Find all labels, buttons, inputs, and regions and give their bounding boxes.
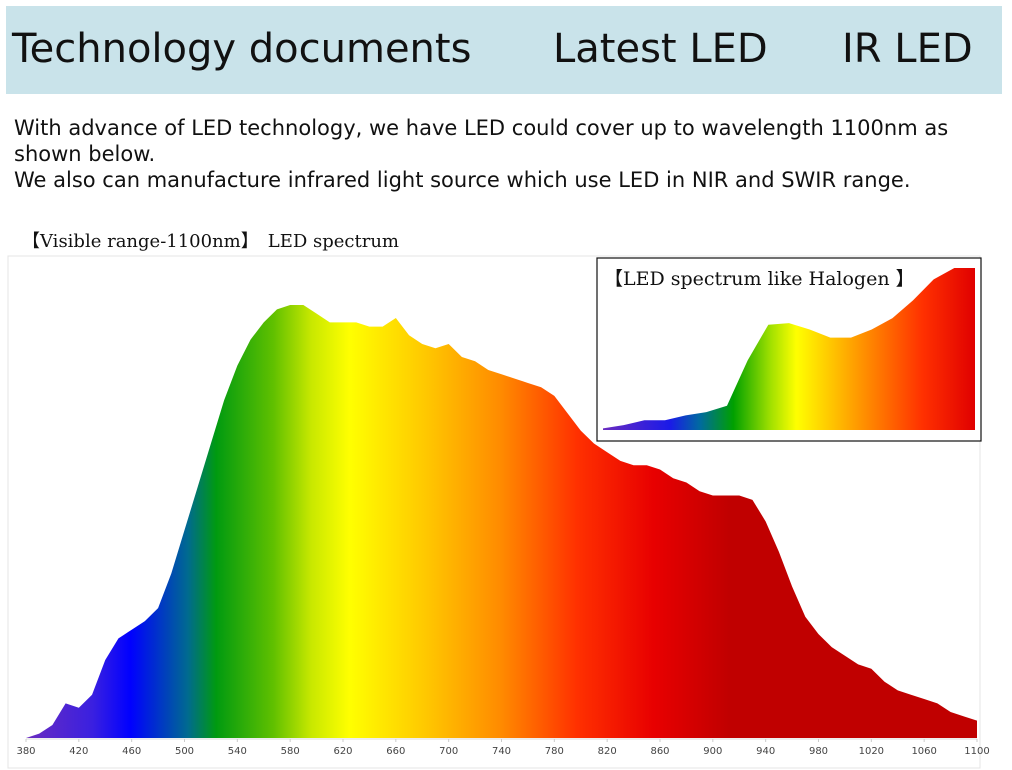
paragraph: We also can manufacture infrared light s… [14,168,911,192]
x-tick-label: 740 [492,746,511,757]
x-tick-label: 860 [650,746,669,757]
header-subtitle: Latest LED [553,26,768,72]
x-tick-label: 780 [545,746,564,757]
x-tick-label: 820 [598,746,617,757]
x-tick-label: 980 [809,746,828,757]
header-topic: IR LED [842,26,973,72]
spectrum-area [26,305,977,738]
spectrum-area [603,268,975,430]
x-tick-label: 380 [16,746,35,757]
chart-frame [7,255,981,769]
x-tick-label: 940 [756,746,775,757]
x-tick-label: 500 [175,746,194,757]
x-tick-label: 700 [439,746,458,757]
x-tick-label: 1060 [911,746,936,757]
inset-title: 【LED spectrum like Halogen 】 [604,268,915,290]
x-tick-label: 580 [281,746,300,757]
inset-chart [603,268,975,430]
main-chart: 380 420 460 500 540 580 620 660 700 740 780 820 860 9… [16,305,990,757]
x-tick-label: 620 [333,746,352,757]
header: Technology documents Latest LED IR LED [6,6,1002,94]
x-tick-label: 460 [122,746,141,757]
paragraph: With advance of LED technology, we have … [14,116,949,140]
x-tick-label: 1100 [964,746,989,757]
paragraph: shown below. [14,142,156,166]
x-tick-label: 900 [703,746,722,757]
x-tick-label: 660 [386,746,405,757]
chart-caption: 【Visible range-1100nm】 LED spectrum [22,231,399,252]
x-tick-label: 540 [228,746,247,757]
x-tick-label: 420 [69,746,88,757]
x-tick-label: 1020 [859,746,884,757]
header-title: Technology documents [12,26,472,72]
